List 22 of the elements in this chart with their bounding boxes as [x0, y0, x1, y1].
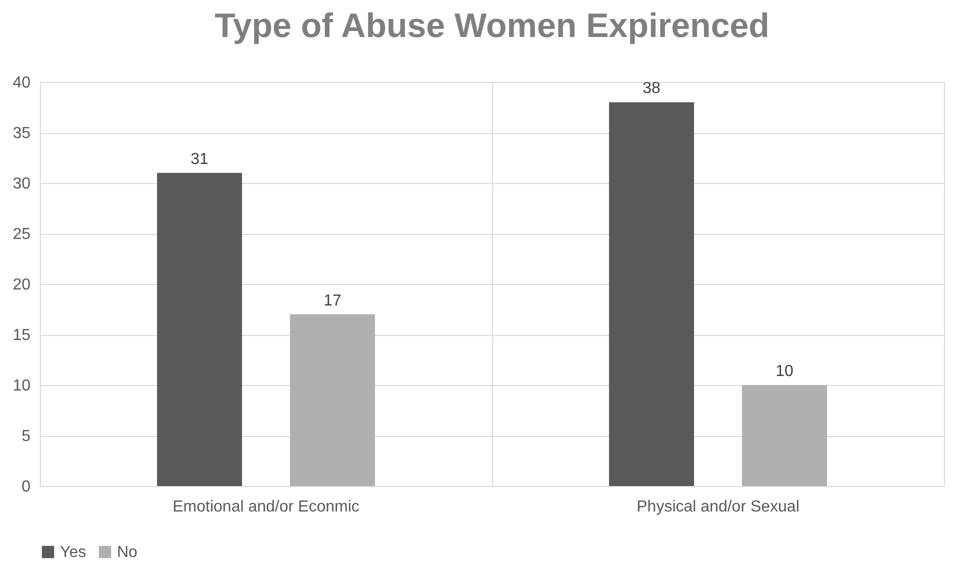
y-tick-label: 15	[12, 327, 31, 344]
data-label: 38	[642, 80, 661, 98]
y-tick-label: 10	[12, 378, 31, 394]
y-tick-label: 20	[12, 276, 31, 294]
x-tick-label: Emotional and/or Econmic	[172, 498, 360, 516]
data-label: 10	[776, 363, 794, 380]
bar	[742, 385, 827, 486]
legend-label: Yes	[60, 544, 86, 561]
data-label: 17	[324, 292, 342, 310]
chart-title: Type of Abuse Women Expirenced	[214, 7, 770, 45]
y-tick-label: 25	[12, 226, 31, 243]
x-tick-label: Physical and/or Sexual	[636, 498, 800, 516]
y-tick-label: 30	[12, 176, 31, 192]
y-tick-label: 40	[12, 74, 31, 92]
bar	[290, 314, 375, 486]
bar	[157, 172, 242, 486]
y-tick-label: 0	[22, 478, 31, 496]
legend-label: No	[117, 544, 138, 561]
bar	[609, 102, 694, 486]
data-label: 31	[190, 150, 209, 168]
y-tick-label: 35	[12, 125, 31, 142]
y-tick-label: 5	[22, 428, 31, 445]
